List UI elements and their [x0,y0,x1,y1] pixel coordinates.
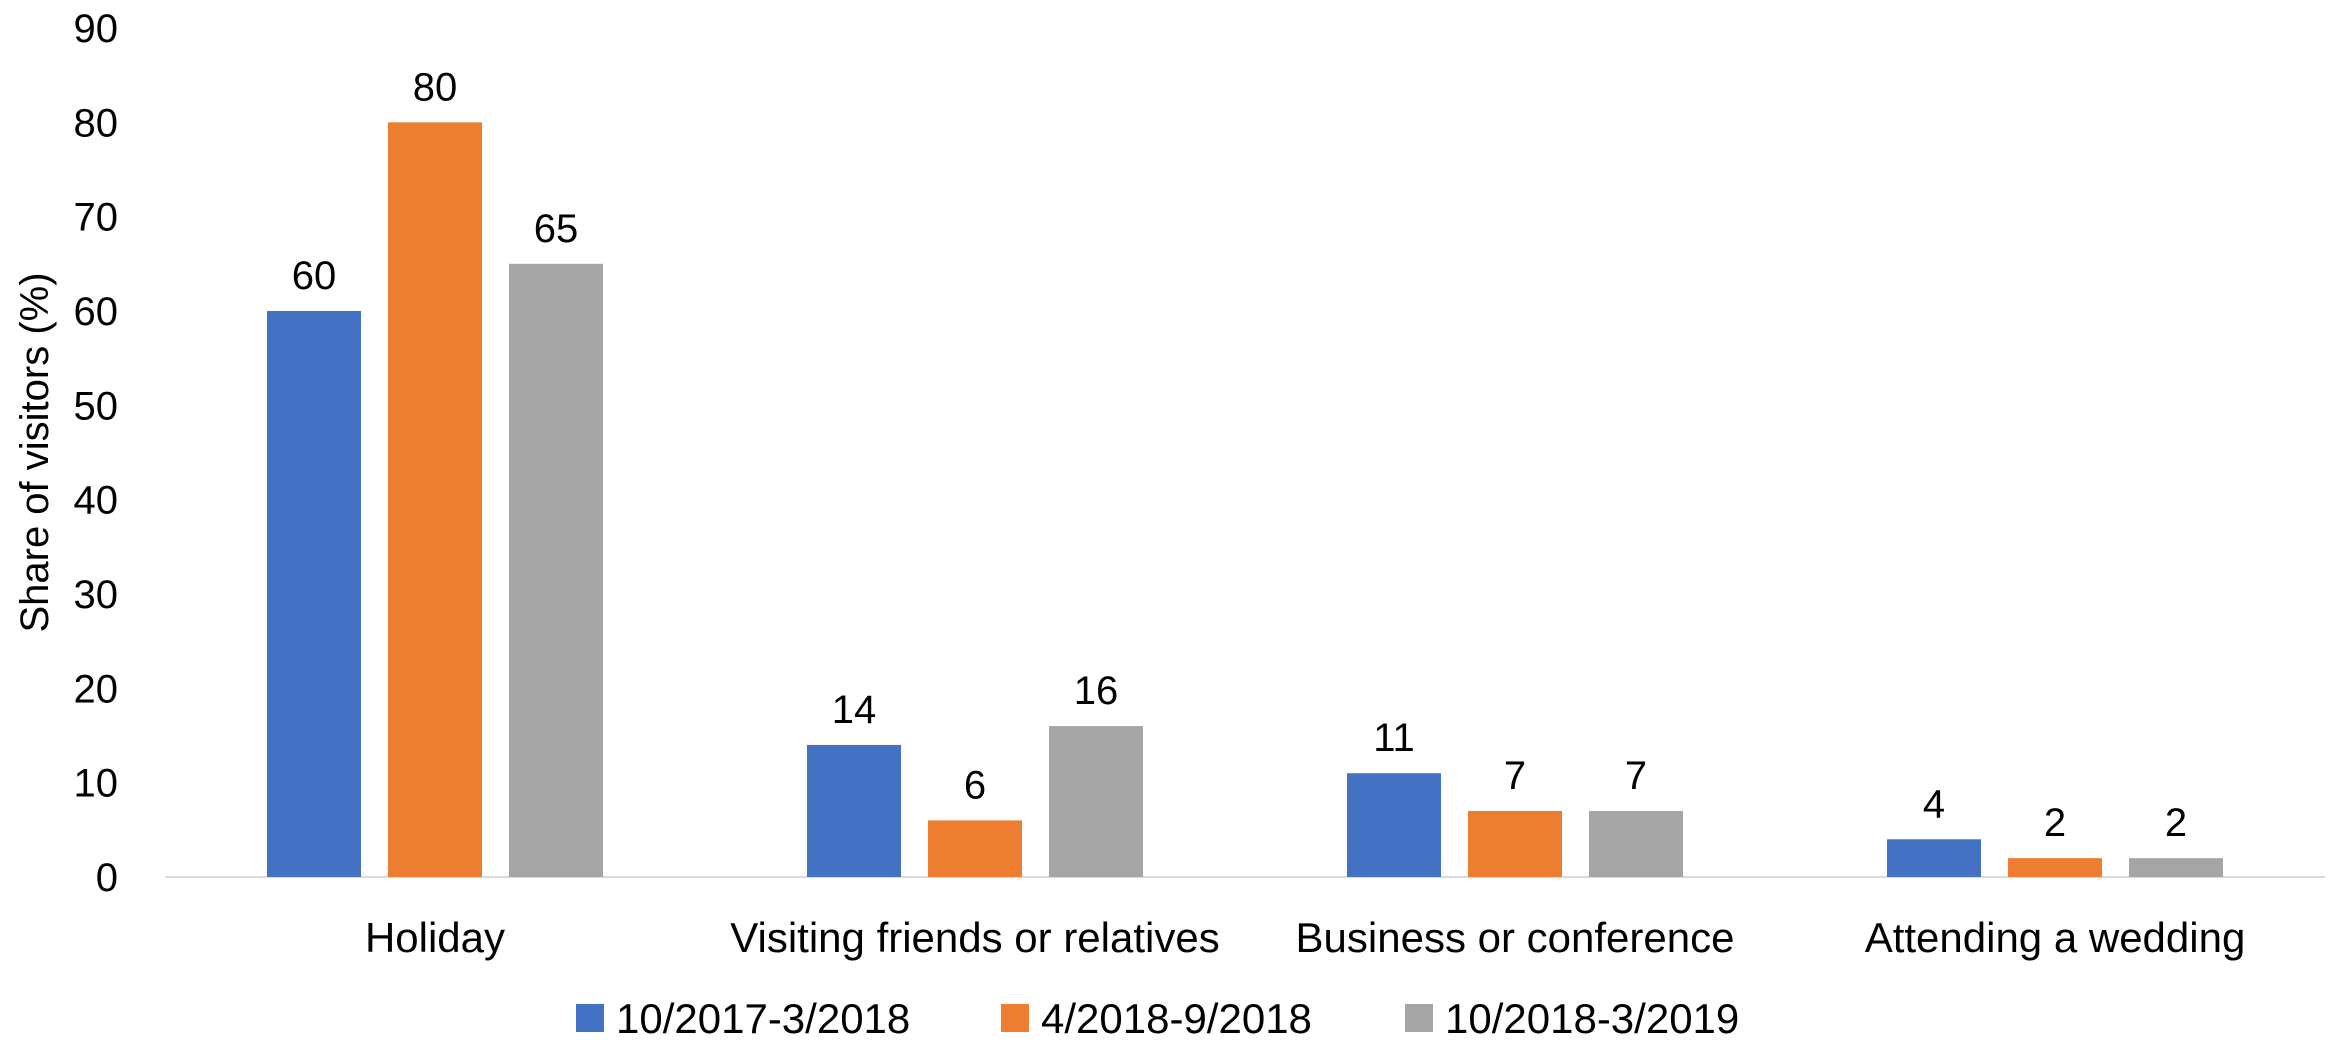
category-label: Holiday [365,914,505,961]
category-label: Attending a wedding [1865,914,2246,961]
category-label: Visiting friends or relatives [730,914,1219,961]
bar [388,122,482,878]
bar [1049,726,1143,877]
data-label: 11 [1373,716,1415,760]
y-tick-label: 40 [74,479,119,523]
legend-swatch [1405,1004,1433,1032]
y-tick-label: 60 [74,290,119,334]
data-label: 2 [2044,801,2066,845]
y-tick-label: 10 [74,762,119,806]
data-label: 2 [2165,801,2187,845]
data-labels: 60 80 65 14 6 16 11 7 7 4 2 2 [292,65,2187,845]
bar [2129,858,2223,877]
bar [1887,839,1981,877]
bar [2008,858,2102,877]
legend-label: 10/2018-3/2019 [1445,995,1739,1040]
data-label: 60 [292,254,337,298]
data-label: 14 [832,688,877,732]
y-tick-label: 70 [74,196,119,240]
data-label: 16 [1074,669,1119,713]
y-axis-title: Share of visitors (%) [13,272,57,632]
y-tick-label: 20 [74,667,119,711]
bar [509,263,603,877]
y-tick-label: 30 [74,573,119,617]
y-tick-label: 80 [74,101,119,145]
bar [1589,810,1683,877]
bar [1468,810,1562,877]
data-label: 6 [964,763,986,807]
bar [267,311,361,877]
y-axis-ticks: 0 10 20 30 40 50 60 70 80 90 [74,7,119,900]
y-tick-label: 50 [74,384,119,428]
legend: 10/2017-3/2018 4/2018-9/2018 10/2018-3/201… [576,995,1739,1040]
bar [807,744,901,877]
legend-swatch [576,1004,604,1032]
bars [267,122,2223,878]
bar [1347,773,1441,877]
y-tick-label: 0 [96,856,118,900]
bar [928,820,1022,877]
category-label: Business or conference [1296,914,1735,961]
data-label: 7 [1504,754,1526,798]
y-tick-label: 90 [74,7,119,51]
legend-label: 10/2017-3/2018 [616,995,910,1040]
category-labels: Holiday Visiting friends or relatives Busi… [365,914,2245,961]
data-label: 4 [1923,782,1945,826]
data-label: 80 [413,65,458,109]
data-label: 7 [1625,754,1647,798]
legend-swatch [1001,1004,1029,1032]
legend-label: 4/2018-9/2018 [1041,995,1312,1040]
data-label: 65 [534,207,579,251]
